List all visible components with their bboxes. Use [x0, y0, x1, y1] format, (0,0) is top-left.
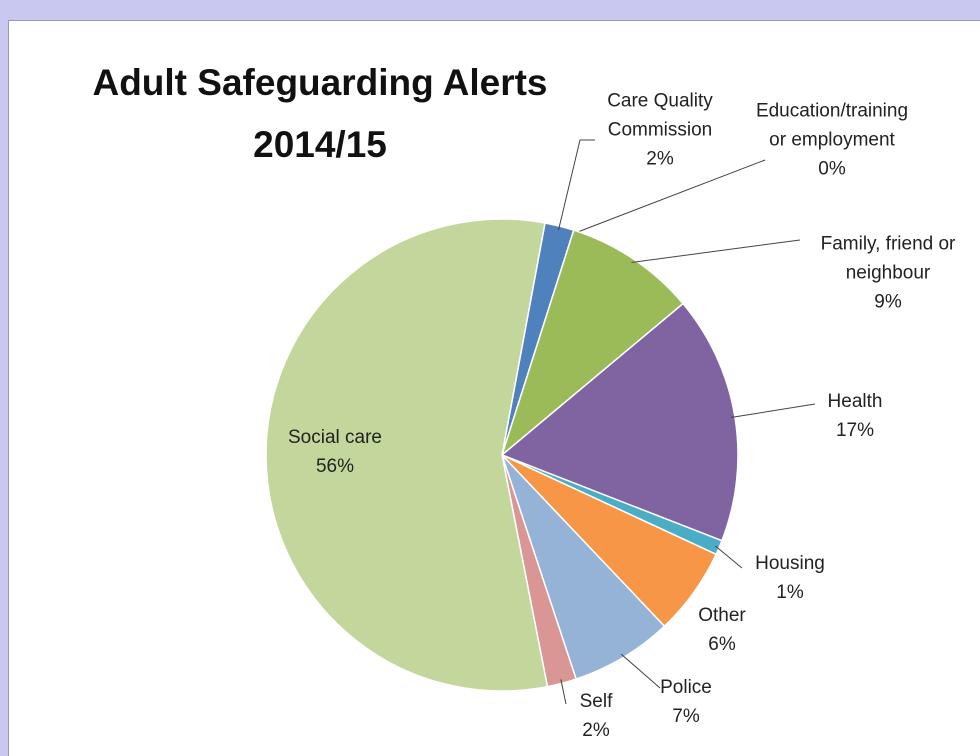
value-label: 17%: [835, 420, 875, 441]
data-label: Police 7%: [646, 673, 726, 731]
chart-title: Adult Safeguarding Alerts 2014/15: [92, 62, 548, 165]
category-label: Care Quality Commission: [607, 90, 713, 141]
category-label: Social care: [288, 427, 382, 448]
data-label: Housing 1%: [740, 549, 840, 607]
category-label: Education/training or employment: [755, 100, 909, 151]
leader-line: [560, 679, 567, 705]
leader-line: [715, 545, 743, 569]
data-label: Family, friend or neighbour 9%: [793, 230, 980, 317]
category-label: Police: [660, 677, 712, 698]
pie-slice: [501, 454, 666, 681]
value-label: 2%: [646, 148, 674, 170]
leader-line: [558, 139, 595, 231]
value-label: 2%: [582, 720, 610, 741]
value-label: 6%: [708, 634, 736, 655]
leader-line: [572, 159, 766, 235]
data-label: Health 17%: [815, 387, 895, 445]
value-label: 56%: [315, 456, 355, 477]
leader-line: [620, 653, 661, 689]
value-label: 1%: [776, 582, 804, 603]
pie-slice: [500, 229, 685, 458]
data-label: Social care 56%: [265, 423, 405, 481]
data-label: Self 2%: [566, 687, 626, 745]
leader-line: [730, 403, 816, 419]
data-label: Care Quality Commission 2%: [585, 87, 735, 174]
category-label: Housing: [755, 553, 825, 574]
value-label: 7%: [672, 706, 700, 727]
leader-line: [631, 239, 801, 263]
category-label: Family, friend or neighbour: [820, 233, 956, 284]
category-label: Self: [579, 691, 613, 712]
pie-slice: [265, 218, 549, 692]
data-label: Other 6%: [682, 601, 762, 659]
value-label: 9%: [874, 291, 902, 313]
category-label: Other: [698, 605, 746, 626]
data-label: Education/training or employment 0%: [750, 97, 915, 184]
category-label: Health: [827, 391, 883, 412]
value-label: 0%: [818, 158, 846, 180]
